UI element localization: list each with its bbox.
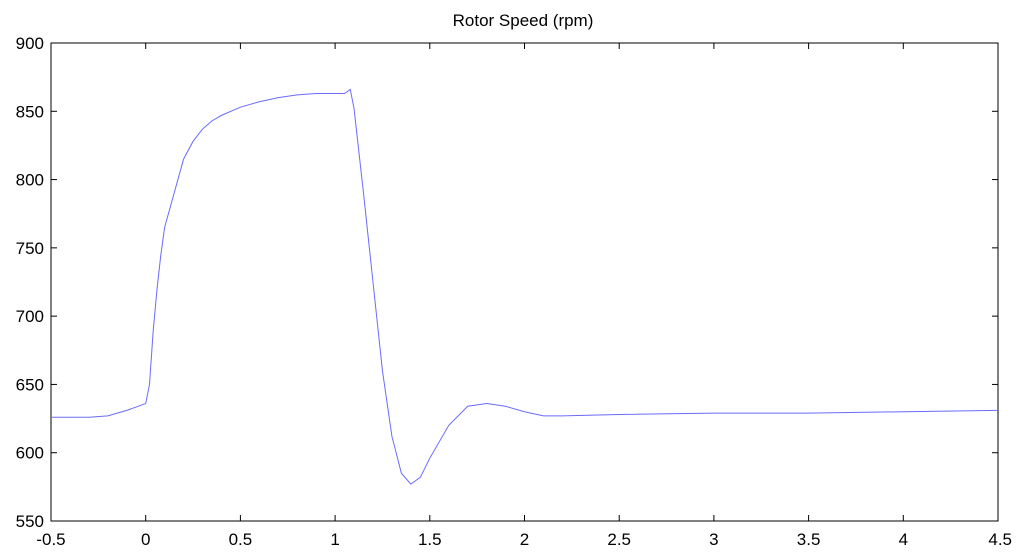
- y-tick-label: 700: [16, 307, 44, 326]
- y-axis: 550 600 650 700 750 800 850 900: [16, 34, 998, 531]
- x-tick-label: 0.5: [229, 530, 253, 549]
- x-tick-label: 2: [520, 530, 529, 549]
- y-tick-label: 600: [16, 444, 44, 463]
- y-tick-label: 550: [16, 512, 44, 531]
- x-tick-label: 2.5: [607, 530, 631, 549]
- x-tick-label: 3: [709, 530, 718, 549]
- x-tick-label: -0.5: [36, 530, 65, 549]
- y-tick-label: 850: [16, 102, 44, 121]
- y-tick-label: 800: [16, 171, 44, 190]
- plot-area: [50, 42, 999, 522]
- y-tick-label: 650: [16, 375, 44, 394]
- x-tick-label: 3.5: [797, 530, 821, 549]
- rotor-speed-series-line: [51, 88, 999, 485]
- x-axis: -0.5 0 0.5 1 1.5 2 2.5 3 3.5 4 4.5: [36, 43, 1012, 549]
- y-tick-label: 750: [16, 239, 44, 258]
- x-tick-label: 0: [141, 530, 150, 549]
- x-tick-label: 1: [330, 530, 339, 549]
- x-tick-label: 4: [899, 530, 908, 549]
- x-tick-label: 4.5: [988, 530, 1012, 549]
- chart-title: Rotor Speed (rpm): [453, 11, 594, 30]
- x-tick-label: 1.5: [418, 530, 442, 549]
- y-tick-label: 900: [16, 34, 44, 53]
